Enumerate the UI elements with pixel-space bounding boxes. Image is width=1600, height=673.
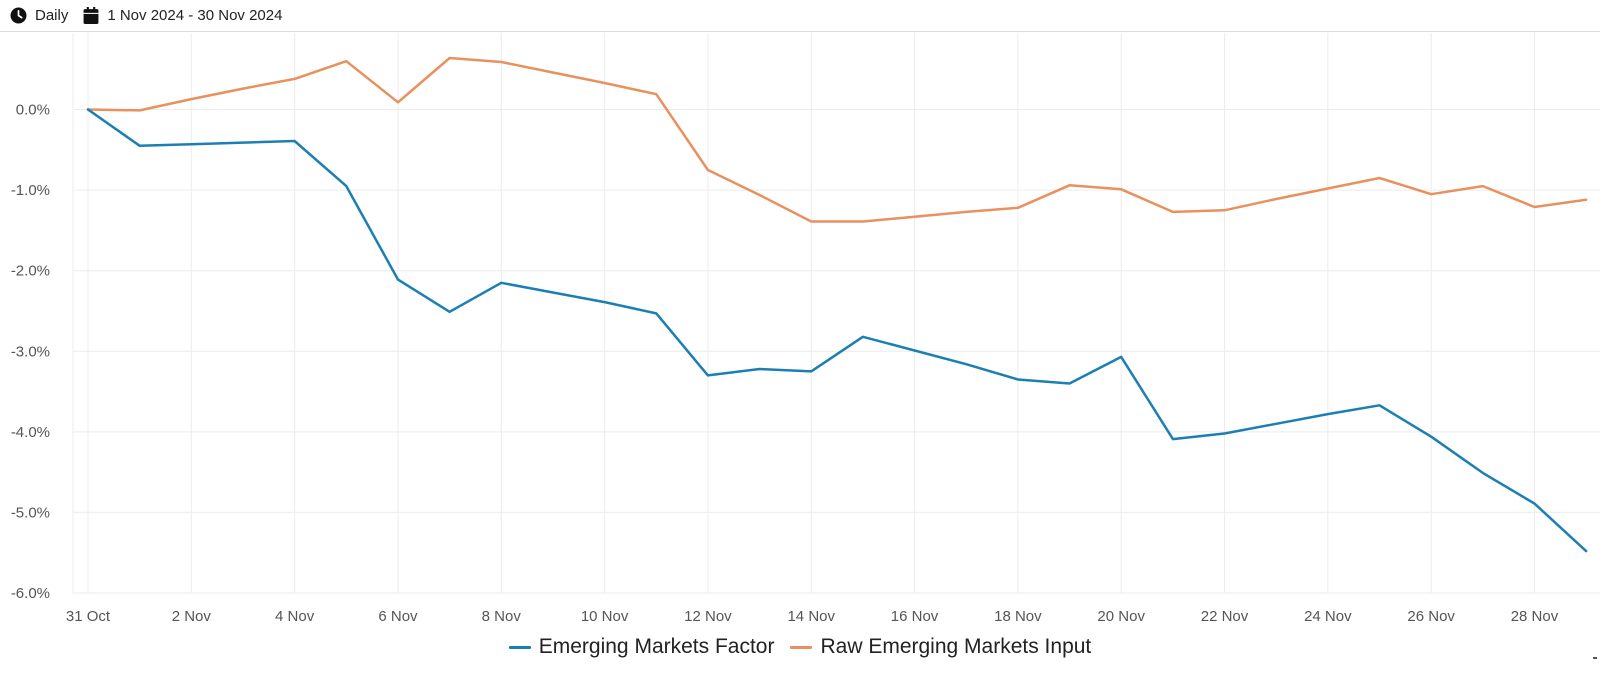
x-axis-ticks: 31 Oct 2 Nov 4 Nov 6 Nov 8 Nov 10 Nov 12 Nov 14…: [66, 608, 1559, 625]
series-line-raw-emerging-markets-input: [86, 56, 1588, 223]
x-tick-label: 28 Nov: [1511, 608, 1559, 625]
legend-swatch-raw-emerging-markets-input: [790, 645, 813, 649]
x-tick-label: 2 Nov: [172, 608, 212, 625]
y-tick-label: -4.0%: [11, 424, 50, 441]
y-axis-ticks: 0.0% -1.0% -2.0% -3.0% -4.0% -5.0% -6.0%: [11, 102, 50, 602]
y-tick-label: -1.0%: [11, 182, 50, 199]
clock-icon: [10, 7, 27, 24]
y-tick-label: 0.0%: [16, 102, 50, 119]
x-tick-label: 20 Nov: [1097, 608, 1145, 625]
chart-toolbar: Daily 1 Nov 2024 - 30 Nov 2024: [0, 0, 1600, 32]
x-tick-label: 31 Oct: [66, 608, 111, 625]
x-tick-label: 6 Nov: [378, 608, 418, 625]
x-tick-label: 16 Nov: [891, 608, 939, 625]
frequency-selector[interactable]: Daily: [10, 7, 68, 24]
y-tick-label: -3.0%: [11, 343, 50, 360]
resize-handle[interactable]: [1593, 657, 1597, 659]
frequency-label: Daily: [35, 7, 69, 24]
chart-legend: Emerging Markets Factor Raw Emerging Mar…: [0, 630, 1600, 664]
legend-item-raw-emerging-markets-input[interactable]: Raw Emerging Markets Input: [790, 635, 1091, 659]
y-tick-label: -5.0%: [11, 504, 50, 521]
x-tick-label: 12 Nov: [684, 608, 732, 625]
legend-label-emerging-markets-factor: Emerging Markets Factor: [538, 635, 775, 658]
legend-label-raw-emerging-markets-input: Raw Emerging Markets Input: [820, 635, 1092, 658]
x-tick-label: 8 Nov: [482, 608, 522, 625]
legend-swatch-emerging-markets-factor: [508, 645, 531, 649]
date-range-label: 1 Nov 2024 - 30 Nov 2024: [107, 7, 283, 24]
date-range-selector[interactable]: 1 Nov 2024 - 30 Nov 2024: [83, 7, 282, 24]
y-tick-label: -2.0%: [11, 263, 50, 280]
x-tick-label: 24 Nov: [1304, 608, 1352, 625]
legend-item-emerging-markets-factor[interactable]: Emerging Markets Factor: [508, 635, 775, 659]
y-tick-label: -6.0%: [11, 585, 50, 602]
series-lines: [86, 56, 1588, 553]
x-tick-label: 22 Nov: [1201, 608, 1249, 625]
x-tick-label: 4 Nov: [275, 608, 315, 625]
line-chart: 0.0% -1.0% -2.0% -3.0% -4.0% -5.0% -6.0% 31 Oc…: [11, 33, 1600, 625]
x-tick-label: 14 Nov: [787, 608, 835, 625]
grid-lines: [72, 33, 1600, 594]
x-tick-label: 18 Nov: [994, 608, 1042, 625]
calendar-icon: [83, 7, 99, 24]
x-tick-label: 10 Nov: [581, 608, 629, 625]
x-tick-label: 26 Nov: [1407, 608, 1455, 625]
series-line-emerging-markets-factor: [86, 108, 1588, 553]
